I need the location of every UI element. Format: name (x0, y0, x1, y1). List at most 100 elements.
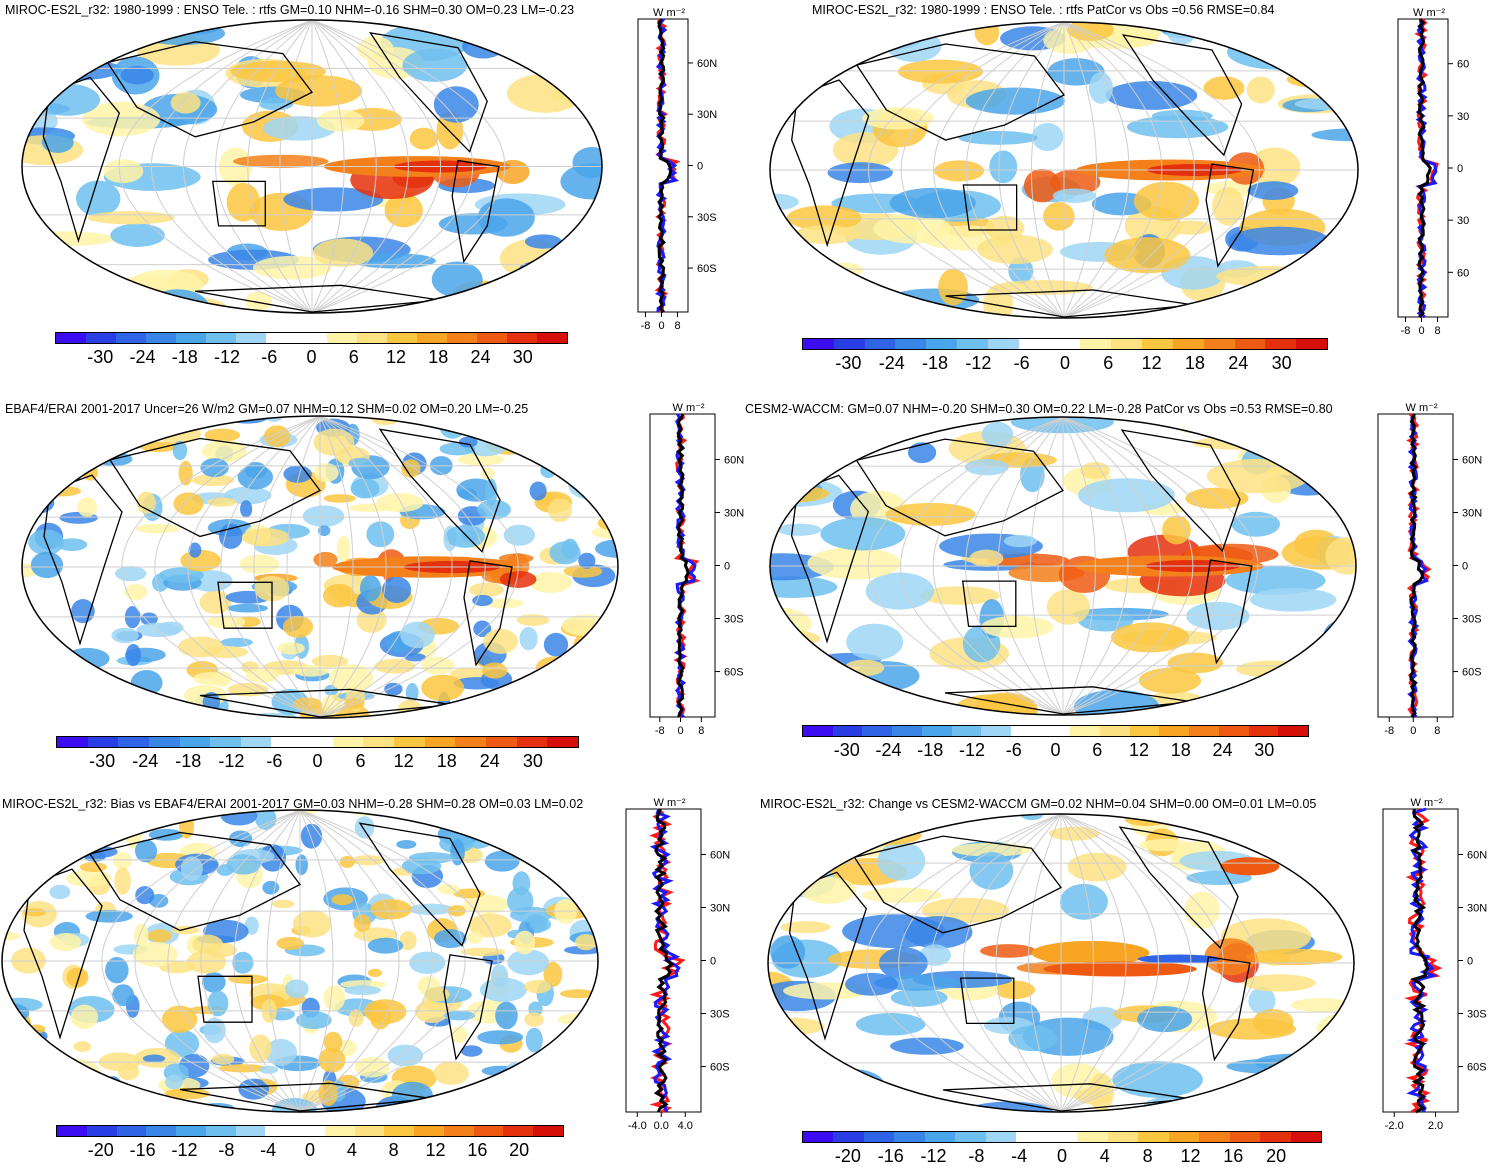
coastline (358, 822, 481, 947)
coastline (1205, 163, 1255, 268)
zonal-unit-label: W m⁻² (1406, 402, 1438, 414)
colorbar-tick-label: 30 (1254, 740, 1275, 760)
zonal-y-tick-label: 0 (1457, 163, 1463, 175)
panel-title: EBAF4/ERAI 2001-2017 Uncer=26 W/m2 GM=0.… (5, 402, 529, 416)
zonal-y-tick-label: 60N (710, 849, 730, 861)
colorbar-tick-label: -12 (965, 353, 992, 373)
colorbar-cell (1203, 339, 1235, 349)
zonal-x-tick-label: 0.0 (654, 1120, 669, 1132)
colorbar-cell (895, 339, 927, 349)
colorbar-tick-label: -24 (132, 751, 159, 771)
colorbar-cell (295, 1126, 325, 1136)
colorbar-tick-label: 0 (304, 1140, 316, 1160)
colorbar-cell (1248, 726, 1279, 736)
colorbar-cell (1265, 339, 1297, 349)
colorbar-cell (416, 333, 447, 343)
colorbar-cell (296, 333, 327, 343)
colorbar-tick-label: 18 (428, 347, 449, 367)
colorbar-tick-label: -12 (213, 347, 241, 367)
colorbar-tick-label: 0 (1050, 740, 1061, 760)
colorbar-cell (1168, 1132, 1200, 1142)
colorbar-cell (354, 1126, 385, 1136)
zonal-x-tick-label: -8 (1384, 725, 1394, 737)
zonal-mean-line (676, 413, 690, 718)
colorbar-cell (1018, 339, 1050, 349)
colorbar-tick-label: 12 (393, 751, 414, 771)
colorbar-cell (1142, 339, 1173, 349)
colorbar-tick-label: 24 (1212, 740, 1233, 760)
zonal-unit-label: W m⁻² (673, 402, 705, 414)
colorbar-cell (1138, 1132, 1169, 1142)
world-map (21, 415, 619, 719)
zonal-y-tick-label: 30S (1467, 1009, 1487, 1021)
colorbar-cell (86, 1126, 117, 1136)
zonal-unit-label: W m⁻² (654, 797, 686, 809)
colorbar-cell (985, 1132, 1017, 1142)
colorbar-cell (926, 339, 958, 349)
colorbar-labels: -30 -24 -18 -12 -6 0 6 12 18 24 30 (55, 347, 568, 369)
colorbar-tick-label: 16 (467, 1140, 488, 1160)
zonal-y-tick-label: 0 (724, 561, 730, 573)
zonal-mean-line (1408, 413, 1425, 719)
coastline (1203, 559, 1253, 665)
colorbar-cell (1080, 339, 1112, 349)
colorbar-cell (356, 333, 387, 343)
coastline (88, 831, 301, 932)
colorbar-cell (1111, 339, 1143, 349)
colorbar-cell (1077, 1132, 1108, 1142)
colorbar-cell (148, 737, 180, 747)
colorbar-cell (1016, 1132, 1047, 1142)
colorbar-tick-label: -18 (917, 740, 944, 760)
zonal-x-tick-label: 0 (658, 320, 664, 332)
colorbar-tick-label: -18 (922, 353, 949, 373)
zonal-mean-plot: W m⁻² 60N 30N 0 30S 60S -4.0 0.0 4.0 (625, 797, 730, 1132)
coastline (791, 79, 870, 248)
zonal-y-tick-label: 60 (1457, 59, 1469, 71)
colorbar-cell (1100, 726, 1130, 736)
colorbar-cell (864, 339, 896, 349)
coastline (1120, 429, 1241, 553)
zonal-mean-line (653, 808, 675, 1113)
colorbar-cell (833, 1132, 864, 1142)
colorbar-cell (1290, 1132, 1321, 1142)
colorbar-cell (503, 1126, 534, 1136)
zonal-y-tick-label: 30N (697, 109, 717, 121)
zonal-y-tick-label: 0 (1467, 956, 1473, 968)
zonal-x-tick-label: 2.0 (1428, 1120, 1443, 1132)
colorbar-cell (455, 737, 486, 747)
world-map (769, 416, 1357, 716)
coastline (443, 954, 493, 1061)
colorbar-tick-label: -18 (171, 347, 198, 367)
colorbar-cell (443, 1126, 474, 1136)
coastline (855, 43, 1065, 141)
colorbar-cell (1172, 339, 1204, 349)
zonal-x-tick-label: -8 (655, 725, 665, 737)
colorbar-cell (87, 737, 119, 747)
coastline (43, 474, 123, 646)
colorbar-tick-label: 8 (1142, 1146, 1153, 1166)
colorbar-cell (206, 333, 237, 343)
colorbar-cell (57, 737, 88, 747)
colorbar-tick-label: -6 (266, 751, 283, 771)
coastline (962, 184, 1018, 231)
colorbar-tick-label: 16 (1223, 1146, 1244, 1166)
colorbar-tick-label: 0 (306, 347, 317, 367)
coastline (108, 437, 321, 538)
zonal-x-tick-label: -2.0 (1385, 1120, 1404, 1132)
colorbar-cell (833, 339, 865, 349)
zonal-y-tick-label: 30N (1467, 902, 1487, 914)
colorbar-tick-label: 18 (436, 751, 457, 771)
colorbar-tick-label: 18 (1170, 740, 1191, 760)
colorbar (56, 736, 579, 748)
colorbar-tick-label: 30 (1271, 353, 1292, 373)
colorbar-tick-label: 4 (346, 1140, 357, 1160)
zonal-y-tick-label: 30N (1462, 507, 1482, 519)
colorbar-cell (235, 1126, 266, 1136)
colorbar-cell (116, 333, 147, 343)
colorbar-cell (424, 737, 456, 747)
colorbar-cell (146, 333, 177, 343)
colorbar-tick-label: -12 (171, 1140, 198, 1160)
zonal-y-tick-label: 60 (1457, 267, 1469, 279)
